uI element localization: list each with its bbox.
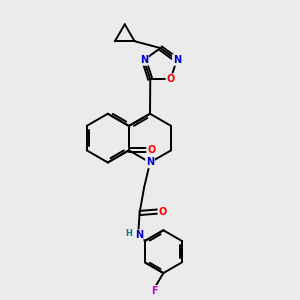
Text: O: O (147, 145, 155, 155)
Text: N: N (135, 230, 143, 240)
Text: O: O (167, 74, 175, 84)
Text: F: F (151, 286, 158, 296)
Text: H: H (125, 229, 132, 238)
Text: N: N (146, 158, 154, 167)
Text: O: O (158, 206, 166, 217)
Text: N: N (173, 55, 181, 65)
Text: N: N (140, 55, 148, 65)
